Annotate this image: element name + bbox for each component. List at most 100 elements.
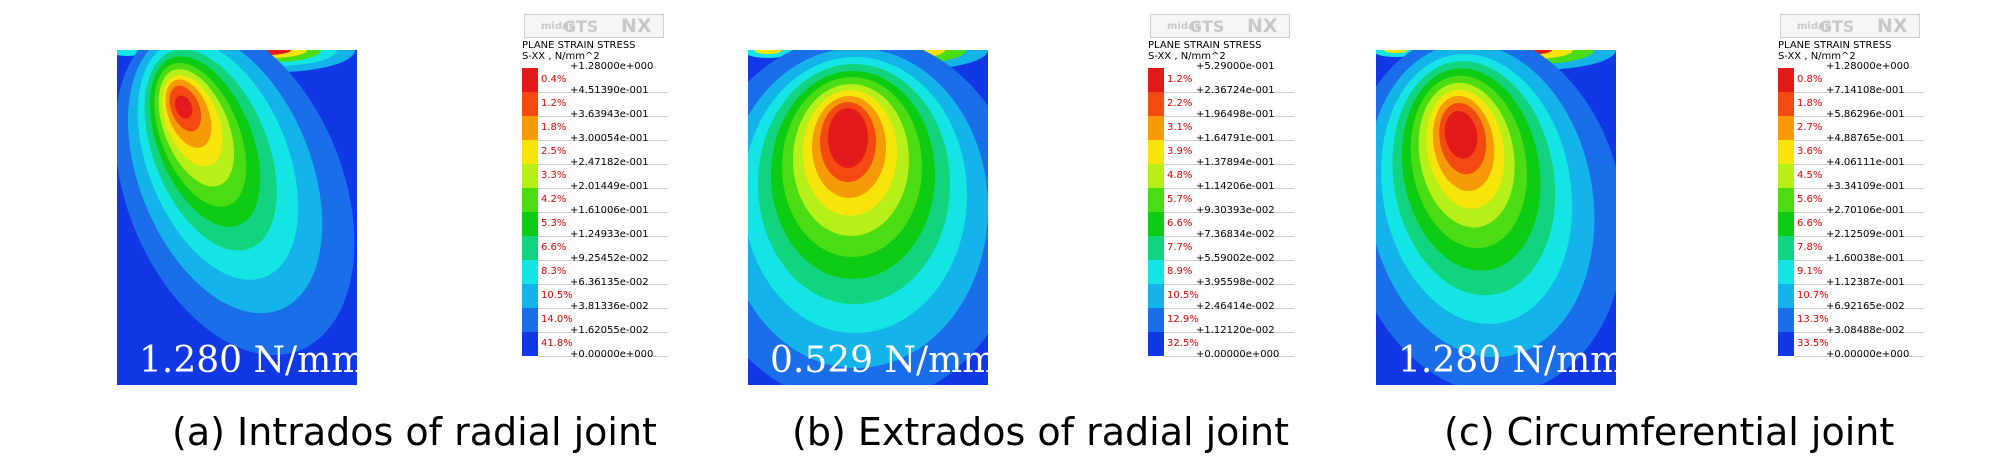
color-band-3: [1778, 116, 1794, 140]
panel-a: 1.280 N/mm2 midas GTS NX PLANE STRAIN ST…: [0, 0, 670, 459]
color-band-7: [522, 212, 538, 236]
color-band-2: [1148, 92, 1164, 116]
color-band-1: [1778, 68, 1794, 92]
color-band-7: [1148, 212, 1164, 236]
color-band-10: [522, 284, 538, 308]
color-band-8: [1148, 236, 1164, 260]
band-percent: 2.7%: [1797, 122, 1823, 133]
color-band-3: [1148, 116, 1164, 140]
scale-value: +4.88765e-001: [1826, 133, 1905, 144]
max-stress-label-b: 0.529 N/mm2: [770, 340, 1011, 381]
scale-value: +5.86296e-001: [1826, 109, 1905, 120]
edge-band: [754, 50, 782, 54]
band-percent: 7.8%: [1797, 242, 1823, 253]
scale-value: +7.14108e-001: [1826, 85, 1905, 96]
legend-subtitle: S-XX , N/mm^2: [522, 51, 600, 62]
color-band-6: [522, 188, 538, 212]
color-band-3: [522, 116, 538, 140]
scale-value: +3.34109e-001: [1826, 181, 1905, 192]
band-percent: 3.3%: [541, 170, 567, 181]
caption-c: (c) Circumferential joint: [1444, 410, 1895, 454]
color-band-11: [1778, 308, 1794, 332]
color-band-1: [1148, 68, 1164, 92]
band-percent: 9.1%: [1797, 266, 1823, 277]
scale-value: +1.14206e-001: [1196, 181, 1275, 192]
band-percent: 13.3%: [1797, 314, 1829, 325]
color-band-4: [522, 140, 538, 164]
legend-a: midas GTS NX PLANE STRAIN STRESS S-XX , …: [522, 14, 672, 374]
legend-title: PLANE STRAIN STRESS: [522, 40, 636, 51]
caption-a: (a) Intrados of radial joint: [172, 410, 657, 454]
color-band-10: [1148, 284, 1164, 308]
band-percent: 8.9%: [1167, 266, 1193, 277]
scale-value: +3.81336e-002: [570, 301, 649, 312]
band-percent: 14.0%: [541, 314, 573, 325]
scale-value: +9.25452e-002: [570, 253, 649, 264]
band-percent: 1.2%: [541, 98, 567, 109]
scale-value: +5.59002e-002: [1196, 253, 1275, 264]
color-band-6: [1148, 188, 1164, 212]
edge-band: [1384, 50, 1408, 53]
legend-b: midas GTS NX PLANE STRAIN STRESS S-XX , …: [1148, 14, 1298, 374]
color-band-7: [1778, 212, 1794, 236]
scale-value: +0.00000e+000: [1826, 349, 1910, 360]
contour-plot-c: 1.280 N/mm2: [1376, 50, 1638, 385]
gts-nx-logo: midas GTS NX: [1780, 14, 1920, 38]
scale-value: +1.12387e-001: [1826, 277, 1905, 288]
band-percent: 1.2%: [1167, 74, 1193, 85]
color-band-10: [1778, 284, 1794, 308]
color-band-9: [1148, 260, 1164, 284]
band-percent: 12.9%: [1167, 314, 1199, 325]
color-band-8: [1778, 236, 1794, 260]
scale-value: +4.51390e-001: [570, 85, 649, 96]
scale-value: +2.12509e-001: [1826, 229, 1905, 240]
color-band-2: [522, 92, 538, 116]
band-percent: 2.5%: [541, 146, 567, 157]
gts-nx-logo: midas GTS NX: [1150, 14, 1290, 38]
contour-band: [1444, 110, 1478, 159]
scale-value: +3.95598e-002: [1196, 277, 1275, 288]
scale-value: +6.36135e-002: [570, 277, 649, 288]
gts-nx-logo: midas GTS NX: [524, 14, 664, 38]
legend-title: PLANE STRAIN STRESS: [1148, 40, 1262, 51]
scale-value: +9.30393e-002: [1196, 205, 1275, 216]
band-percent: 6.6%: [541, 242, 567, 253]
color-band-2: [1778, 92, 1794, 116]
band-percent: 3.9%: [1167, 146, 1193, 157]
panel-c: 1.280 N/mm2 midas GTS NX PLANE STRAIN ST…: [1340, 0, 2008, 459]
contour-plot-b: 0.529 N/mm2: [748, 50, 1010, 385]
scale-value: +6.92165e-002: [1826, 301, 1905, 312]
color-band-6: [1778, 188, 1794, 212]
scale-value: +1.28000e+000: [570, 61, 654, 72]
color-band-5: [1148, 164, 1164, 188]
band-percent: 4.8%: [1167, 170, 1193, 181]
band-percent: 32.5%: [1167, 338, 1199, 349]
band-percent: 7.7%: [1167, 242, 1193, 253]
band-percent: 10.5%: [541, 290, 573, 301]
contour-image-c: [1376, 50, 1616, 385]
scale-value: +1.61006e-001: [570, 205, 649, 216]
caption-b: (b) Extrados of radial joint: [792, 410, 1289, 454]
color-band-11: [1148, 308, 1164, 332]
contour-band: [828, 108, 868, 168]
color-band-4: [1778, 140, 1794, 164]
color-band-11: [522, 308, 538, 332]
color-band-9: [1778, 260, 1794, 284]
scale-value: +5.29000e-001: [1196, 61, 1275, 72]
legend-c: midas GTS NX PLANE STRAIN STRESS S-XX , …: [1778, 14, 1928, 374]
contour-image-a: [117, 50, 357, 385]
color-band-1: [522, 68, 538, 92]
color-band-12: [522, 332, 538, 356]
color-band-9: [522, 260, 538, 284]
scale-value: +3.63943e-001: [570, 109, 649, 120]
band-percent: 10.5%: [1167, 290, 1199, 301]
scale-value: +2.01449e-001: [570, 181, 649, 192]
scale-value: +7.36834e-002: [1196, 229, 1275, 240]
color-band-12: [1148, 332, 1164, 356]
scale-value: +1.24933e-001: [570, 229, 649, 240]
band-percent: 3.1%: [1167, 122, 1193, 133]
band-percent: 5.3%: [541, 218, 567, 229]
scale-value: +1.96498e-001: [1196, 109, 1275, 120]
scale-value: +2.47182e-001: [570, 157, 649, 168]
scale-value: +2.36724e-001: [1196, 85, 1275, 96]
